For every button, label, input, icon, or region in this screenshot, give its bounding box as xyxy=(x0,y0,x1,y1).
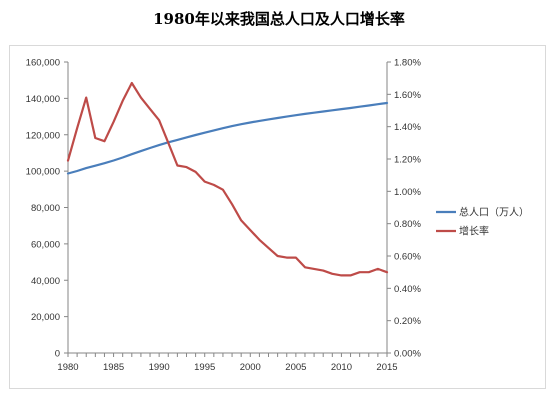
right-axis-tick-label: 1.80% xyxy=(394,58,421,69)
x-axis-tick-label: 1990 xyxy=(149,362,170,373)
chart-legend: 总人口（万人） 增长率 xyxy=(436,206,529,238)
left-axis-tick-label: 20,000 xyxy=(31,312,60,323)
left-axis-tick-label: 0 xyxy=(55,349,60,360)
left-axis-tick-label: 100,000 xyxy=(26,167,60,178)
left-axis-tick-label: 40,000 xyxy=(31,276,60,287)
x-axis-tick-label: 1995 xyxy=(194,362,215,373)
growth-rate-line xyxy=(66,81,389,277)
right-axis-tick-label: 0.00% xyxy=(394,349,421,360)
chart-title: 1980年以来我国总人口及人口增长率 xyxy=(153,10,405,28)
chart-frame xyxy=(9,45,546,389)
right-axis-tick-label: 0.80% xyxy=(394,219,421,230)
series-layer xyxy=(66,81,389,277)
chart-axes: 0 20,000 40,000 60,000 80,000 100,000 120,000 1… xyxy=(26,58,422,374)
left-axis-tick-label: 60,000 xyxy=(31,239,60,250)
right-axis-tick-label: 0.60% xyxy=(394,252,421,263)
left-axis-tick-label: 160,000 xyxy=(26,58,60,69)
right-axis-tick-label: 1.60% xyxy=(394,90,421,101)
legend-label-total-population: 总人口（万人） xyxy=(459,206,529,219)
x-axis-tick-label: 2015 xyxy=(376,362,397,373)
legend-label-growth-rate: 增长率 xyxy=(459,225,489,238)
right-axis-tick-label: 0.20% xyxy=(394,316,421,327)
left-axis-tick-label: 120,000 xyxy=(26,130,60,141)
x-axis-tick-label: 2010 xyxy=(331,362,352,373)
x-axis-tick-label: 2005 xyxy=(285,362,306,373)
right-axis-tick-label: 1.20% xyxy=(394,155,421,166)
left-axis-tick-label: 80,000 xyxy=(31,203,60,214)
right-axis-tick-label: 0.40% xyxy=(394,284,421,295)
x-axis-tick-label: 1980 xyxy=(57,362,78,373)
x-axis-tick-label: 2000 xyxy=(240,362,261,373)
right-axis-tick-label: 1.40% xyxy=(394,122,421,133)
x-axis-tick-label: 1985 xyxy=(103,362,124,373)
total-population-line xyxy=(66,101,389,175)
right-axis-tick-label: 1.00% xyxy=(394,187,421,198)
left-axis-tick-label: 140,000 xyxy=(26,94,60,105)
